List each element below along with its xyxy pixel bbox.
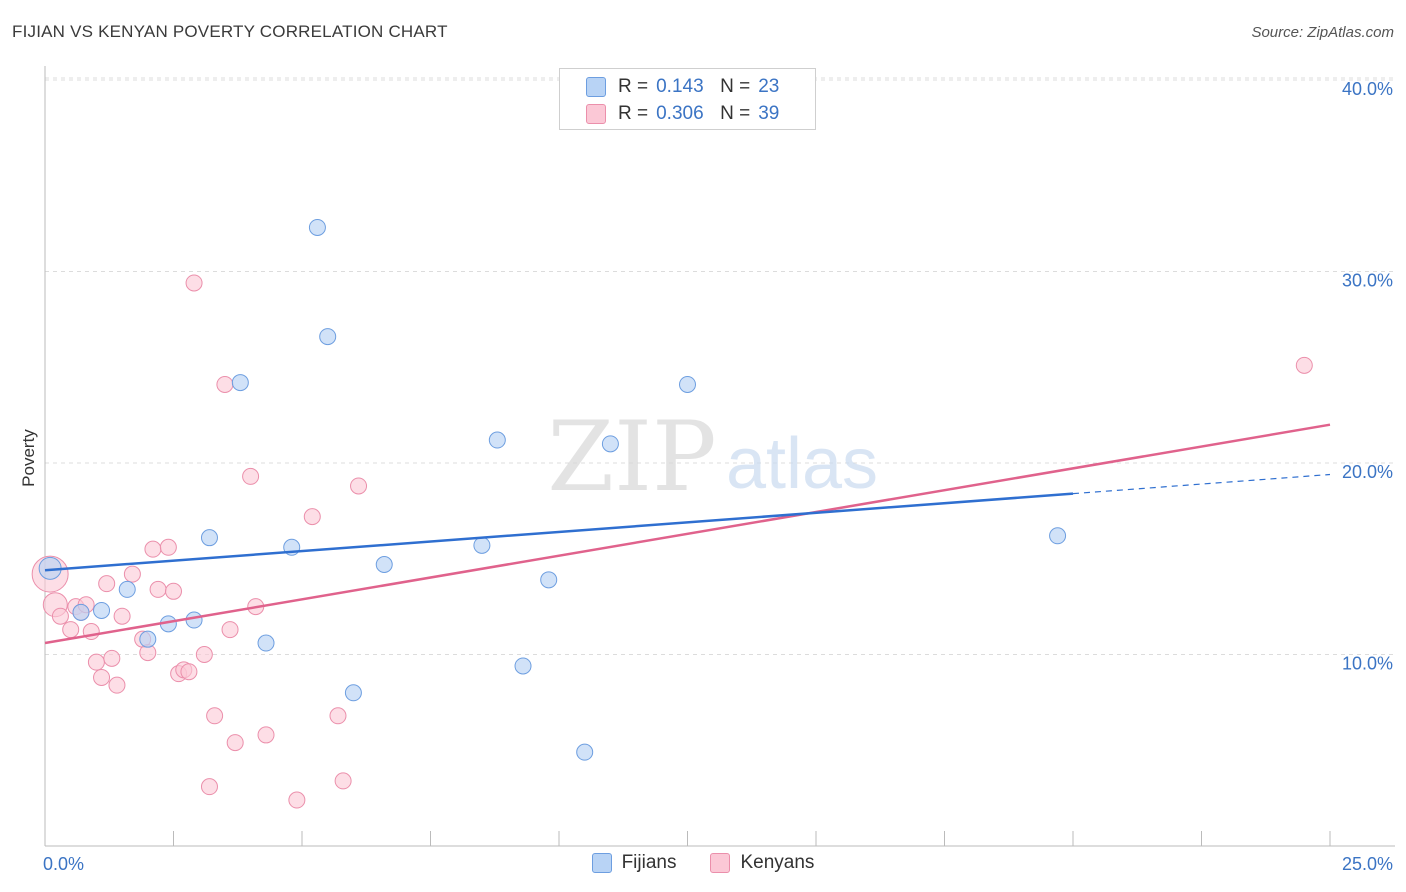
x-tick-labels: 0.0% 25.0% [43, 854, 1393, 874]
kenyans-point [103, 649, 121, 667]
fijians-point [1049, 527, 1067, 545]
fijians-point [308, 218, 326, 236]
kenyans-point [216, 375, 234, 393]
kenyans-point [288, 791, 306, 809]
kenyans-point [303, 508, 321, 526]
fijians-point [72, 603, 90, 621]
kenyans-point [93, 668, 111, 686]
kenyans-point [149, 580, 167, 598]
x-tick-label: 0.0% [43, 854, 84, 874]
kenyans-point [159, 538, 177, 556]
n-value: 39 [758, 103, 780, 124]
source-label: Source: ZipAtlas.com [1251, 24, 1394, 41]
chart-title: FIJIAN VS KENYAN POVERTY CORRELATION CHA… [12, 22, 448, 41]
axes [44, 66, 1395, 847]
gridlines [45, 77, 1395, 655]
watermark-atlas: atlas [726, 424, 878, 504]
kenyans-points [31, 274, 1313, 809]
kenyans-point [350, 477, 368, 495]
trend-lines [44, 423, 1331, 645]
fijians-point [473, 536, 491, 554]
n-label: N = [720, 76, 751, 97]
fijians-point [231, 374, 249, 392]
kenyans-point [51, 607, 69, 625]
fijians-point [257, 634, 275, 652]
watermark: ZIP atlas [547, 401, 878, 513]
kenyans-point [226, 734, 244, 752]
kenyans-point [257, 726, 275, 744]
kenyans-point [329, 707, 347, 725]
fijians-point [514, 657, 532, 675]
kenyans-point [87, 653, 105, 671]
kenyans-point [165, 582, 182, 600]
fijians-point [540, 571, 558, 589]
legend-row-kenyans: R = 0.306 N = 39 [586, 102, 779, 126]
kenyans-point [334, 772, 352, 790]
x-tick-label: 25.0% [1342, 854, 1393, 874]
fijians-point [576, 743, 594, 761]
y-tick-label: 40.0% [1342, 79, 1393, 99]
fijians-point [344, 684, 362, 702]
kenyans-point [108, 676, 126, 694]
r-label: R = [618, 76, 649, 97]
fijians-swatch [586, 77, 606, 97]
legend-label: Fijians [621, 852, 677, 873]
kenyans-point [206, 707, 224, 725]
kenyans-point [200, 778, 218, 796]
kenyans-trend-line [44, 423, 1331, 645]
fijians-swatch [591, 853, 612, 873]
fijians-point [185, 611, 203, 629]
n-value: 23 [758, 76, 780, 97]
kenyans-swatch [710, 853, 731, 873]
fijians-point [679, 375, 696, 393]
fijians-point [139, 630, 157, 648]
fijians-trend-extension [1072, 473, 1331, 495]
fijians-trend-line [44, 492, 1074, 572]
kenyans-swatch [586, 104, 606, 124]
y-tick-label: 30.0% [1342, 271, 1393, 291]
kenyans-point [185, 274, 203, 292]
fijians-point [488, 431, 506, 449]
kenyans-point [98, 575, 116, 593]
n-label: N = [720, 103, 751, 124]
fijians-point [319, 328, 337, 346]
kenyans-point [180, 663, 198, 681]
watermark-zip: ZIP [547, 401, 716, 513]
legend-item-kenyans[interactable]: Kenyans [710, 852, 814, 874]
y-tick-label: 20.0% [1342, 462, 1393, 482]
kenyans-point [242, 467, 260, 485]
kenyans-point [221, 621, 239, 639]
kenyans-point [123, 565, 141, 583]
legend-label: Kenyans [740, 852, 815, 873]
kenyans-point [144, 540, 162, 558]
kenyans-point [1295, 356, 1313, 374]
fijians-point [200, 529, 218, 547]
kenyans-point [195, 646, 213, 663]
r-value: 0.143 [656, 76, 704, 97]
stats-legend: R = 0.143 N = 23 R = 0.306 N = 39 [559, 68, 816, 130]
fijians-point [118, 580, 136, 598]
fijians-point [375, 555, 393, 573]
series-legend: Fijians Kenyans [0, 852, 1406, 874]
legend-row-fijians: R = 0.143 N = 23 [586, 75, 779, 99]
legend-item-fijians[interactable]: Fijians [591, 852, 677, 874]
r-value: 0.306 [656, 103, 704, 124]
y-tick-labels: 10.0% 20.0% 30.0% 40.0% [1342, 79, 1393, 674]
kenyans-point [113, 607, 131, 625]
y-tick-label: 10.0% [1342, 654, 1393, 674]
fijians-point [601, 435, 619, 453]
kenyans-point [62, 621, 80, 639]
y-axis-label: Poverty [19, 429, 38, 487]
r-label: R = [618, 103, 649, 124]
fijians-point [93, 601, 111, 619]
